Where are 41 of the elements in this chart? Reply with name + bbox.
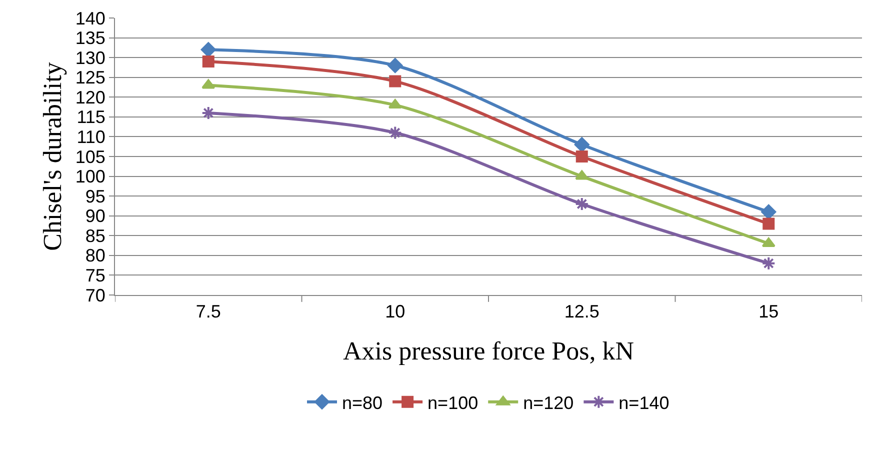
- legend-label: n=140: [618, 392, 670, 413]
- point: [762, 256, 776, 270]
- point: [202, 56, 214, 68]
- y-tick-label: 80: [85, 246, 106, 266]
- point: [576, 150, 588, 162]
- y-tick-label: 90: [85, 206, 106, 226]
- legend-label: n=120: [523, 392, 574, 413]
- point: [575, 170, 589, 180]
- point: [388, 126, 402, 140]
- y-tick-label: 100: [75, 166, 106, 187]
- x-axis-title: Axis pressure force Pos, kN: [342, 336, 634, 366]
- point: [388, 99, 402, 109]
- y-tick-label: 75: [85, 266, 106, 286]
- y-tick-label: 130: [75, 48, 106, 68]
- point: [762, 218, 775, 230]
- point: [200, 42, 216, 58]
- y-tick-label: 120: [75, 87, 106, 108]
- legend-label: n=100: [428, 392, 478, 413]
- x-tick-label: 10: [385, 302, 406, 322]
- point: [761, 204, 776, 220]
- y-tick-label: 110: [76, 127, 106, 148]
- y-tick-label: 125: [75, 68, 106, 88]
- y-tick-label: 135: [75, 28, 106, 48]
- x-tick-label: 12.5: [564, 302, 600, 322]
- point: [202, 79, 216, 89]
- point: [762, 238, 776, 248]
- y-tick-label: 85: [85, 226, 106, 246]
- y-tick-label: 115: [76, 107, 106, 128]
- y-tick-label: 95: [85, 186, 106, 206]
- x-tick-label: 15: [758, 302, 779, 322]
- y-tick-label: 140: [75, 8, 106, 28]
- y-axis-title: Chisel's durability: [38, 62, 67, 251]
- point: [574, 196, 589, 211]
- x-tick-label: 7.5: [196, 302, 221, 322]
- y-tick-label: 70: [85, 285, 106, 306]
- legend-label: n=80: [342, 392, 383, 413]
- point: [389, 75, 402, 88]
- point: [201, 106, 216, 120]
- point: [388, 58, 403, 73]
- point: [574, 137, 590, 152]
- y-tick-label: 105: [75, 146, 106, 167]
